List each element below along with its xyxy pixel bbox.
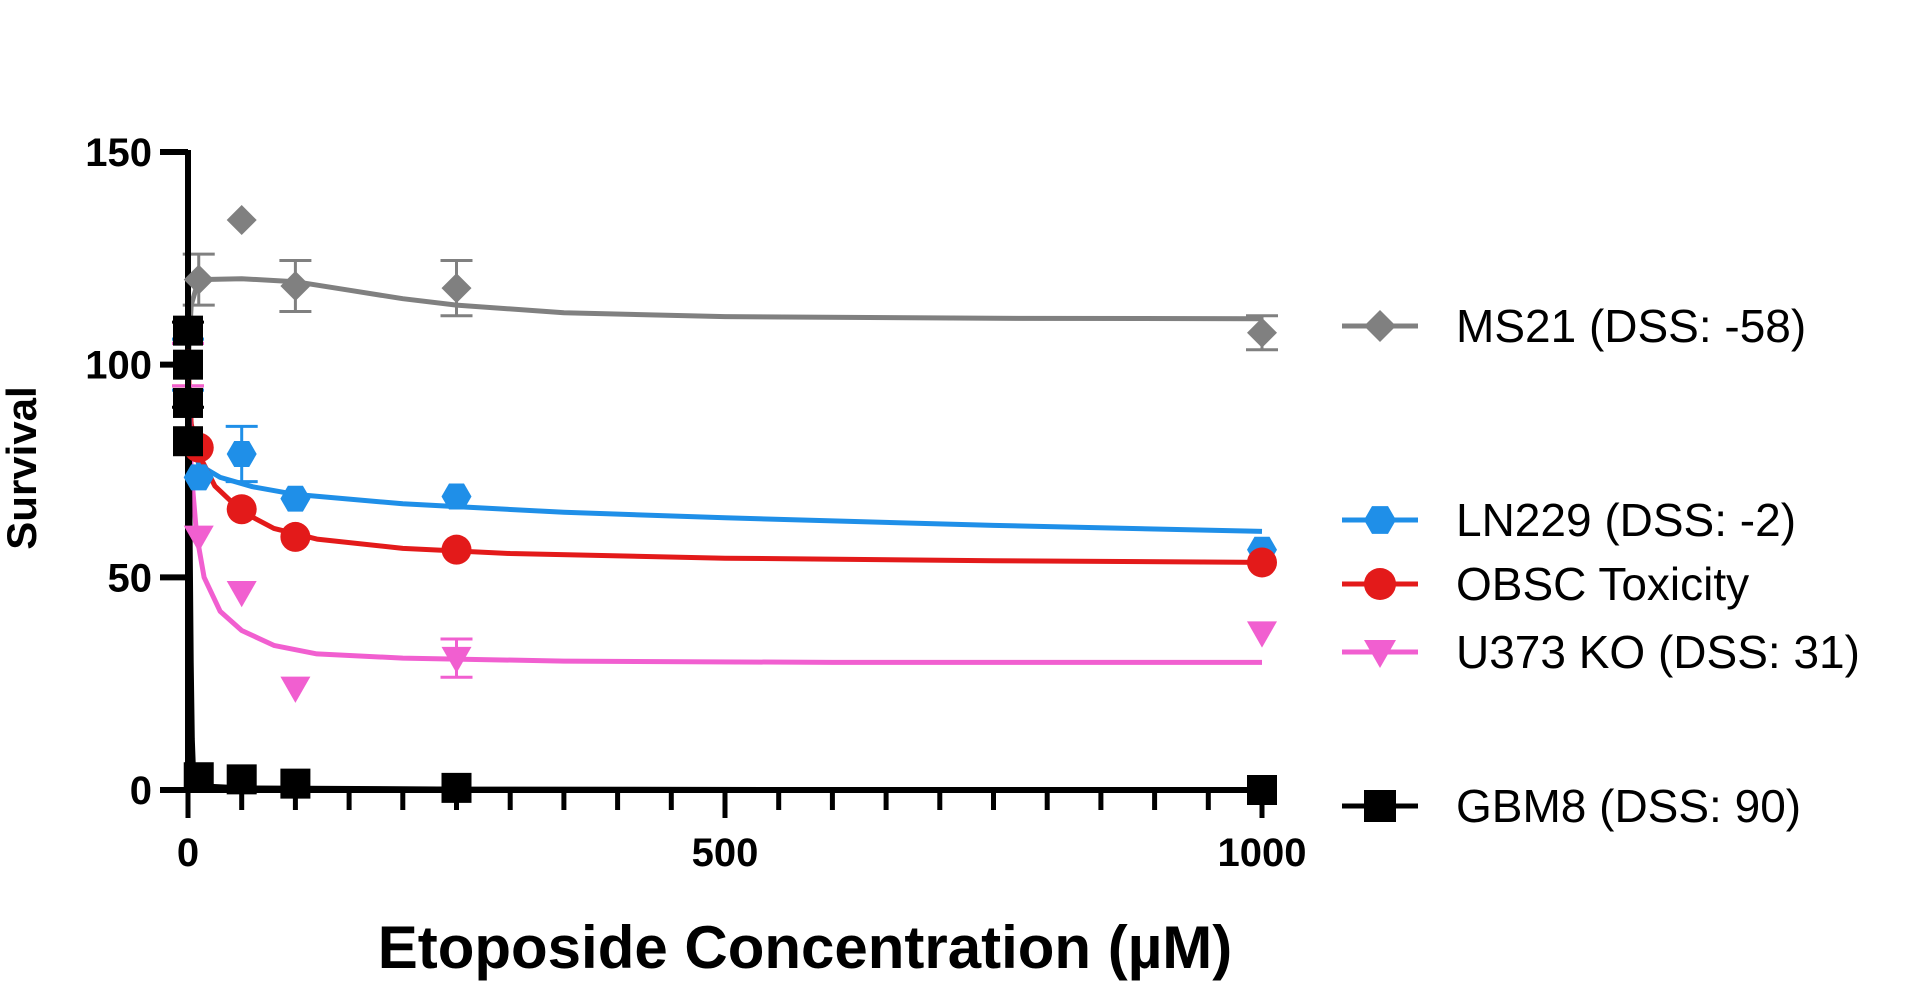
legend: MS21 (DSS: -58) LN229 (DSS: -2) OBSC Toxic…	[1342, 300, 1860, 832]
data-point-series-4-point-5	[226, 764, 257, 795]
data-point-series-1-point-3	[280, 485, 311, 512]
data-point-series-1-point-2	[226, 441, 257, 467]
legend-item-1: LN229 (DSS: -2)	[1342, 494, 1796, 546]
data-point-series-4-point-6	[280, 768, 311, 799]
data-point-series-4-point-3	[173, 426, 203, 457]
legend-marker	[1364, 790, 1396, 822]
x-tick-label: 0	[177, 831, 199, 875]
legend-item-2: OBSC Toxicity	[1342, 558, 1749, 610]
legend-item-0: MS21 (DSS: -58)	[1342, 300, 1806, 352]
data-point-series-4-point-2	[173, 387, 203, 418]
data-point-series-3-point-1	[183, 525, 214, 552]
x-tick-label: 1000	[1218, 831, 1307, 875]
x-tick-label: 500	[692, 831, 759, 875]
data-point-series-4-point-7	[441, 772, 472, 803]
y-tick-label: 100	[85, 344, 152, 388]
data-point-series-3-point-4	[441, 646, 472, 674]
legend-marker	[1364, 640, 1396, 668]
axes: 0 50 100 150 0 500 1000	[85, 131, 1306, 875]
fit-curve-series-2	[185, 364, 1263, 565]
fit-curves	[185, 276, 1263, 793]
y-axis-title: Survival	[0, 386, 45, 549]
data-point-series-2-point-5	[1247, 547, 1277, 578]
legend-label: GBM8 (DSS: 90)	[1456, 780, 1801, 832]
data-point-series-4-point-8	[1247, 775, 1277, 805]
legend-marker	[1364, 506, 1396, 534]
data-point-series-0-point-3	[280, 270, 311, 301]
fit-curve-series-4	[185, 364, 1263, 793]
data-point-series-2-point-4	[441, 534, 472, 565]
y-tick-label: 50	[108, 556, 153, 600]
data-point-series-4-point-1	[173, 349, 203, 380]
legend-item-4: GBM8 (DSS: 90)	[1342, 780, 1801, 832]
data-point-series-0-point-1	[183, 264, 214, 295]
data-point-series-3-point-5	[1247, 621, 1277, 648]
data-point-series-3-point-2	[226, 580, 257, 608]
data-point-series-0-point-2	[226, 205, 257, 236]
y-tick-label: 150	[85, 131, 152, 175]
data-point-series-0-point-4	[441, 273, 472, 304]
fit-curve-series-1	[185, 364, 1263, 534]
data-point-series-4-point-0	[173, 315, 203, 346]
fit-curve-series-0	[185, 276, 1263, 365]
legend-marker	[1364, 568, 1396, 600]
x-axis-title: Etoposide Concentration (µM)	[378, 914, 1233, 981]
data-point-series-4-point-4	[183, 762, 214, 793]
legend-label: OBSC Toxicity	[1456, 558, 1749, 610]
data-point-series-2-point-2	[226, 494, 257, 525]
data-point-series-0-point-5	[1247, 317, 1277, 348]
data-point-series-1-point-1	[183, 464, 214, 491]
data-point-series-1-point-4	[441, 483, 472, 510]
y-tick-label: 0	[130, 769, 152, 813]
fit-curve-series-3	[185, 364, 1262, 665]
legend-item-3: U373 KO (DSS: 31)	[1342, 626, 1860, 678]
legend-label: MS21 (DSS: -58)	[1456, 300, 1806, 352]
data-point-series-2-point-3	[280, 521, 311, 552]
legend-label: LN229 (DSS: -2)	[1456, 494, 1796, 546]
data-point-series-3-point-3	[280, 676, 311, 703]
legend-label: U373 KO (DSS: 31)	[1456, 626, 1860, 678]
legend-marker	[1364, 310, 1396, 342]
data-points	[173, 205, 1277, 805]
